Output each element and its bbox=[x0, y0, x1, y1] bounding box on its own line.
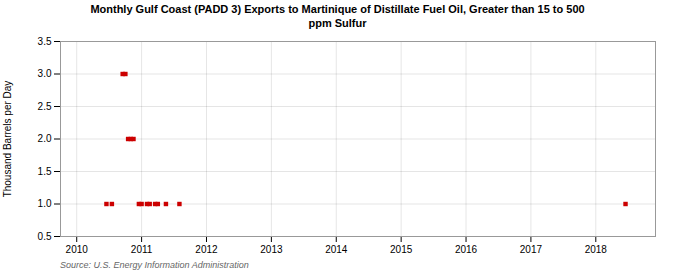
svg-text:3.5: 3.5 bbox=[38, 35, 52, 46]
svg-text:2016: 2016 bbox=[455, 243, 478, 254]
svg-text:2010: 2010 bbox=[66, 243, 89, 254]
html-text:Monthly Gulf Coast (PADD 3) Ex: Monthly Gulf Coast (PADD 3) Exports to M… bbox=[90, 3, 585, 29]
svg-text:2.5: 2.5 bbox=[38, 100, 52, 111]
svg-text:1.0: 1.0 bbox=[38, 198, 52, 209]
svg-text:2018: 2018 bbox=[585, 243, 608, 254]
svg-text:2011: 2011 bbox=[131, 243, 153, 254]
svg-text:Thousand Barrels per Day: Thousand Barrels per Day bbox=[2, 80, 13, 197]
svg-text:1.5: 1.5 bbox=[38, 165, 52, 176]
svg-text:3.0: 3.0 bbox=[38, 68, 52, 79]
svg-text:2014: 2014 bbox=[325, 243, 348, 254]
svg-text:2017: 2017 bbox=[520, 243, 543, 254]
html-text:Source: U.S. Energy Informatio: Source: U.S. Energy Information Administ… bbox=[60, 259, 249, 270]
svg-text:0.5: 0.5 bbox=[38, 230, 52, 241]
svg-text:2012: 2012 bbox=[195, 243, 218, 254]
svg-text:2015: 2015 bbox=[390, 243, 413, 254]
svg-text:2013: 2013 bbox=[260, 243, 283, 254]
svg-text:2.0: 2.0 bbox=[38, 133, 52, 144]
